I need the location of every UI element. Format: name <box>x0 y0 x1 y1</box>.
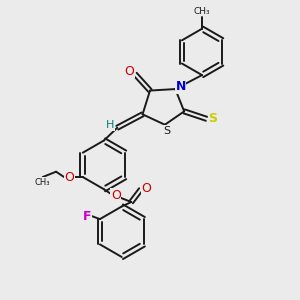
Text: O: O <box>64 170 74 184</box>
Text: N: N <box>176 80 186 94</box>
Text: H: H <box>106 120 114 130</box>
Text: S: S <box>208 112 217 125</box>
Text: F: F <box>82 210 91 223</box>
Text: CH₃: CH₃ <box>35 178 50 187</box>
Text: O: O <box>111 189 121 202</box>
Text: O: O <box>141 182 151 194</box>
Text: S: S <box>163 126 170 136</box>
Text: CH₃: CH₃ <box>194 7 210 16</box>
Text: O: O <box>124 65 134 78</box>
